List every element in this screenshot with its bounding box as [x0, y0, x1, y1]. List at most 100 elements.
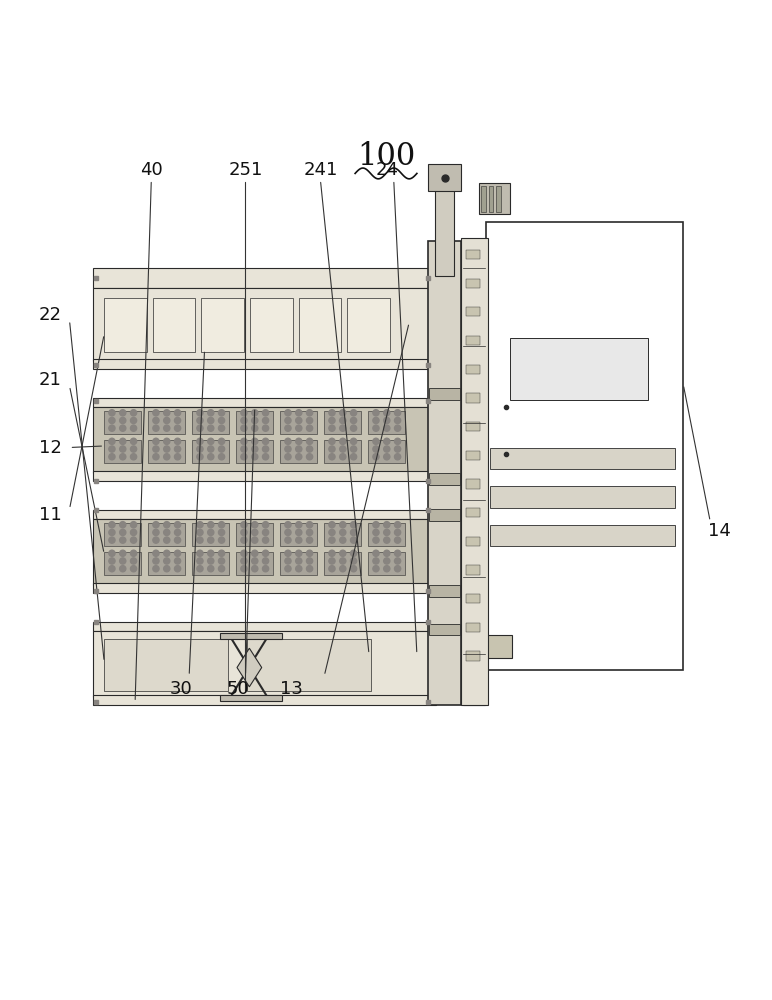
Circle shape — [340, 550, 346, 556]
Circle shape — [306, 454, 313, 460]
Circle shape — [109, 417, 115, 424]
Circle shape — [208, 446, 214, 452]
Text: 22: 22 — [39, 306, 62, 324]
Bar — [368, 440, 405, 463]
Bar — [192, 440, 229, 463]
Circle shape — [120, 550, 126, 556]
Circle shape — [174, 438, 181, 444]
Circle shape — [208, 417, 214, 424]
Bar — [236, 440, 273, 463]
Circle shape — [384, 558, 390, 564]
Circle shape — [153, 537, 159, 543]
Circle shape — [394, 425, 401, 431]
Circle shape — [153, 550, 159, 556]
Circle shape — [218, 417, 225, 424]
Circle shape — [306, 550, 313, 556]
Circle shape — [153, 529, 159, 536]
Bar — [93, 519, 436, 585]
Circle shape — [197, 454, 203, 460]
Circle shape — [218, 410, 225, 416]
Circle shape — [296, 438, 302, 444]
Bar — [461, 238, 488, 705]
Text: 50: 50 — [226, 680, 249, 698]
Circle shape — [109, 566, 115, 572]
Circle shape — [252, 529, 258, 536]
Bar — [148, 440, 185, 463]
Bar — [93, 631, 436, 697]
Circle shape — [340, 454, 346, 460]
Circle shape — [218, 446, 225, 452]
Bar — [93, 398, 436, 407]
Circle shape — [208, 425, 214, 431]
Circle shape — [285, 522, 291, 528]
Circle shape — [153, 410, 159, 416]
Bar — [486, 222, 683, 670]
Circle shape — [262, 550, 269, 556]
Circle shape — [164, 566, 170, 572]
Text: 241: 241 — [303, 161, 337, 179]
Circle shape — [340, 410, 346, 416]
Circle shape — [394, 410, 401, 416]
Bar — [280, 440, 317, 463]
Circle shape — [241, 410, 247, 416]
Bar — [466, 623, 480, 632]
Circle shape — [285, 454, 291, 460]
Circle shape — [262, 417, 269, 424]
Circle shape — [120, 529, 126, 536]
Circle shape — [241, 454, 247, 460]
Bar — [280, 523, 317, 546]
Bar — [466, 365, 480, 374]
Bar — [466, 479, 480, 489]
Circle shape — [109, 410, 115, 416]
Circle shape — [329, 438, 335, 444]
Circle shape — [208, 522, 214, 528]
Circle shape — [153, 558, 159, 564]
Text: 251: 251 — [229, 161, 262, 179]
Circle shape — [285, 446, 291, 452]
Circle shape — [373, 566, 379, 572]
Circle shape — [197, 446, 203, 452]
Bar — [324, 440, 361, 463]
Circle shape — [329, 529, 335, 536]
Circle shape — [252, 566, 258, 572]
Circle shape — [306, 529, 313, 536]
Circle shape — [208, 529, 214, 536]
Circle shape — [373, 425, 379, 431]
Circle shape — [296, 425, 302, 431]
Circle shape — [285, 410, 291, 416]
Circle shape — [174, 558, 181, 564]
Circle shape — [208, 550, 214, 556]
Circle shape — [109, 529, 115, 536]
Circle shape — [296, 410, 302, 416]
Circle shape — [350, 425, 357, 431]
Circle shape — [340, 425, 346, 431]
Circle shape — [350, 566, 357, 572]
Bar — [466, 336, 480, 345]
Circle shape — [174, 529, 181, 536]
Bar — [481, 635, 512, 658]
Circle shape — [153, 566, 159, 572]
Bar — [220, 695, 282, 701]
Circle shape — [262, 438, 269, 444]
Circle shape — [120, 454, 126, 460]
Circle shape — [130, 566, 137, 572]
Circle shape — [285, 537, 291, 543]
Circle shape — [262, 425, 269, 431]
Circle shape — [285, 417, 291, 424]
Circle shape — [120, 522, 126, 528]
Circle shape — [373, 438, 379, 444]
Circle shape — [394, 566, 401, 572]
Bar — [429, 509, 460, 521]
Circle shape — [340, 438, 346, 444]
Circle shape — [384, 529, 390, 536]
Bar — [490, 486, 676, 508]
Circle shape — [285, 438, 291, 444]
Circle shape — [153, 425, 159, 431]
Circle shape — [197, 425, 203, 431]
Bar — [479, 183, 510, 214]
Bar — [201, 298, 244, 352]
Circle shape — [241, 446, 247, 452]
Bar — [496, 186, 501, 212]
Circle shape — [208, 410, 214, 416]
Circle shape — [394, 529, 401, 536]
